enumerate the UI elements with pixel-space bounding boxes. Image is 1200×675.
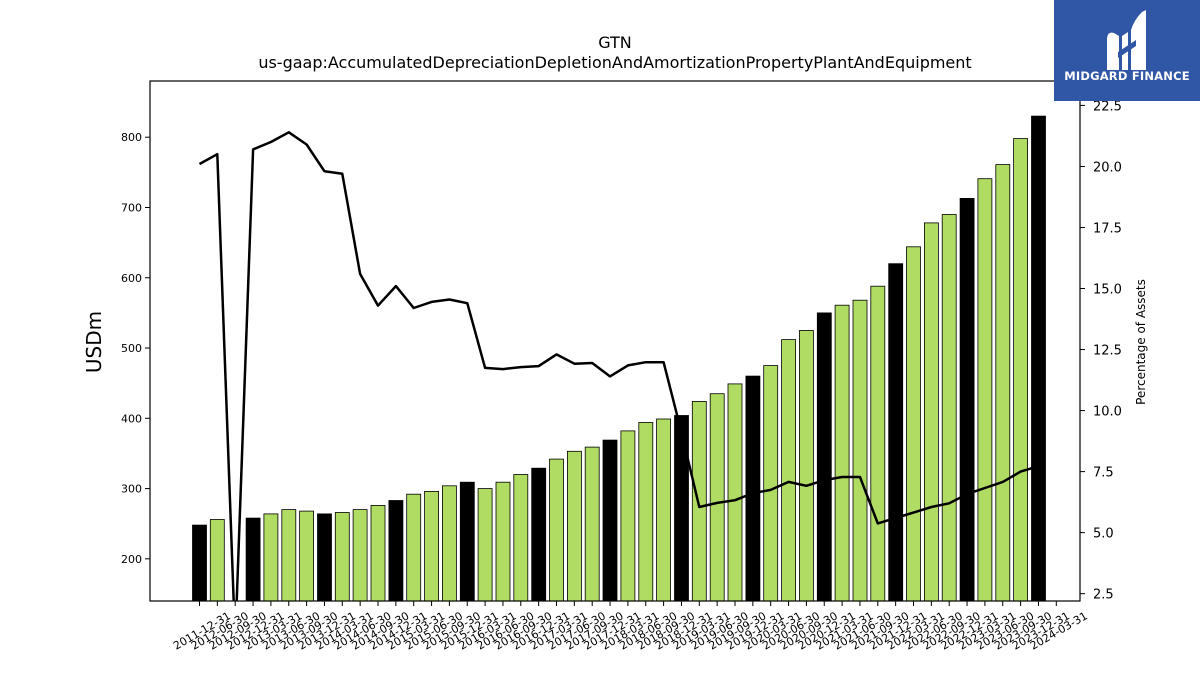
bar-2016-09-30 (513, 474, 529, 602)
bar-2022-12-31 (959, 197, 975, 602)
y-tick-label: 600 (121, 272, 142, 285)
y2-tick-label: 17.5 (1093, 221, 1122, 236)
midgard-logo-mark-icon (1107, 10, 1146, 70)
y-ticks-group: 200 300 400 500 600 700 800 (121, 131, 150, 566)
y-tick-label: 800 (121, 131, 142, 144)
bar-2013-06-30 (281, 509, 297, 602)
bar-2017-09-30 (584, 446, 600, 602)
bar-2018-06-30 (638, 422, 654, 602)
plot-frame (149, 80, 1081, 602)
bar-2019-09-30 (727, 383, 743, 602)
bar-2013-03-31 (263, 513, 279, 602)
chart-subtitle: us-gaap:AccumulatedDepreciationDepletion… (258, 53, 971, 72)
bar-2023-09-30 (1013, 138, 1028, 602)
bar-2023-03-31 (977, 178, 993, 602)
bar-2021-06-30 (852, 299, 868, 602)
bar-2021-03-31 (834, 304, 850, 602)
y2-tick-label: 5.0 (1093, 527, 1114, 542)
bar-2016-03-31 (477, 488, 493, 602)
bar-2020-06-30 (781, 339, 796, 602)
bar-2015-12-31 (459, 481, 475, 602)
midgard-finance-logo: MIDGARD FINANCE (1054, 0, 1200, 101)
y2-axis-label: Percentage of Assets (1134, 279, 1148, 405)
logo-brand-text: MIDGARD FINANCE (1064, 69, 1190, 83)
bars-group (192, 115, 1046, 602)
bar-2022-03-31 (906, 246, 921, 602)
bar-2012-12-31 (245, 517, 261, 602)
bar-2015-03-31 (406, 493, 422, 602)
bar-2017-12-31 (602, 439, 618, 602)
percentage-line-group (198, 131, 1039, 601)
bar-2018-09-30 (656, 418, 671, 602)
y2-tick-label: 20.0 (1093, 160, 1122, 175)
bar-2019-06-30 (709, 393, 725, 602)
bar-2020-12-31 (816, 312, 832, 602)
bar-2019-03-31 (691, 400, 707, 602)
bar-2013-09-30 (299, 510, 315, 602)
bar-2017-06-30 (567, 450, 582, 602)
y-axis-label: USDm (82, 311, 106, 373)
y-tick-label: 300 (121, 483, 142, 496)
bar-2016-06-30 (495, 481, 511, 602)
y2-ticks-group: 2.5 5.0 7.5 10.0 12.5 15.0 17.5 20.0 22.5 (1080, 99, 1122, 603)
bar-2021-12-31 (888, 263, 904, 602)
bar-2013-12-31 (317, 513, 332, 602)
bar-2023-12-31 (1031, 115, 1046, 602)
bar-2017-03-31 (549, 458, 564, 602)
bar-2020-09-30 (799, 330, 814, 602)
y2-tick-label: 22.5 (1093, 99, 1122, 114)
y-tick-label: 500 (121, 342, 142, 355)
chart-title: GTN (598, 33, 632, 52)
bar-2019-12-31 (745, 375, 761, 602)
bar-2014-09-30 (370, 504, 386, 602)
y-tick-label: 200 (121, 553, 142, 566)
bar-2014-06-30 (352, 509, 368, 602)
bar-2018-12-31 (674, 415, 689, 602)
bar-2015-09-30 (441, 485, 457, 602)
y-tick-label: 700 (121, 201, 142, 214)
bar-2020-03-31 (763, 365, 779, 602)
y2-tick-label: 15.0 (1093, 283, 1122, 298)
bar-2022-09-30 (941, 214, 957, 602)
y-tick-label: 400 (121, 412, 142, 425)
y2-tick-label: 10.0 (1093, 405, 1122, 420)
bar-2012-06-30 (209, 519, 225, 602)
bar-2022-06-30 (924, 222, 939, 602)
bar-2023-06-30 (995, 164, 1011, 602)
bar-2016-12-31 (531, 467, 547, 602)
bar-2014-03-31 (334, 512, 350, 602)
bar-2014-12-31 (388, 500, 404, 602)
y2-tick-label: 12.5 (1093, 344, 1122, 359)
x-ticks-group: 2011-12-312012-06-302012-09-302012-12-31… (171, 601, 1090, 653)
bar-2021-09-30 (870, 285, 886, 602)
bar-2015-06-30 (424, 490, 440, 602)
y2-tick-label: 2.5 (1093, 588, 1114, 603)
y2-tick-label: 7.5 (1093, 466, 1114, 481)
bar-2018-03-31 (620, 430, 636, 602)
percentage-of-assets-line (198, 131, 1039, 601)
bar-2011-12-31 (192, 524, 207, 602)
